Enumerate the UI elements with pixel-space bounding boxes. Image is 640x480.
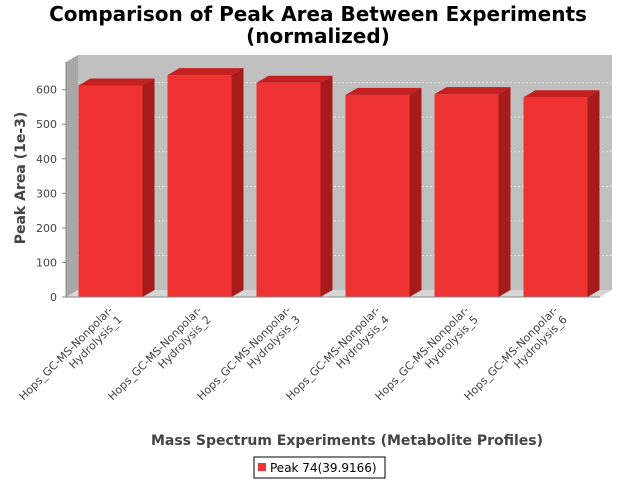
bar-top <box>434 87 511 95</box>
bar-front <box>434 94 499 297</box>
bar-front <box>78 85 143 297</box>
plot-back-wall <box>78 55 612 290</box>
bar <box>167 68 244 297</box>
bar-side <box>320 75 333 297</box>
legend-frame <box>253 456 386 479</box>
bar <box>523 90 600 297</box>
y-tick-label: 500 <box>36 118 57 131</box>
y-tick-label: 100 <box>36 256 57 269</box>
bar <box>345 87 422 298</box>
bar-side <box>498 87 511 297</box>
y-axis-title: Peak Area (1e-3) <box>13 112 29 245</box>
bar-side <box>231 68 244 297</box>
chart-title-line-1: Comparison of Peak Area Between Experime… <box>49 2 587 26</box>
chart-title-line-2: (normalized) <box>246 24 390 48</box>
bar <box>434 87 511 297</box>
bar-front <box>256 82 321 297</box>
bar-series <box>78 68 600 298</box>
bar-front <box>345 94 410 298</box>
legend-label: Peak 74(39.9166) <box>270 461 377 475</box>
bar-top <box>345 87 422 95</box>
y-tick-label: 600 <box>36 84 57 97</box>
x-axis: Hops_GC-MS-Nonpolar-Hydrolysis_1Hops_GC-… <box>17 296 600 403</box>
y-tick-label: 200 <box>36 222 57 235</box>
y-tick-label: 400 <box>36 153 57 166</box>
bar-front <box>523 97 588 297</box>
legend-swatch <box>258 463 266 471</box>
gridlines <box>78 82 612 256</box>
bar <box>256 75 333 297</box>
y-tick-label: 0 <box>50 291 57 304</box>
legend: Peak 74(39.9166) <box>253 456 386 479</box>
plot-side-wall <box>66 55 78 297</box>
bar-side <box>142 78 155 297</box>
chart-title: Comparison of Peak Area Between Experime… <box>49 2 587 48</box>
bar-front <box>167 75 232 297</box>
x-tick-label-line: Hops_GC-MS-Nonpolar- <box>17 304 116 403</box>
bar-top <box>523 90 600 98</box>
bar-side <box>409 87 422 298</box>
x-axis-title: Mass Spectrum Experiments (Metabolite Pr… <box>151 433 543 449</box>
y-axis: 0 100 200 300 400 500 600 <box>36 62 67 304</box>
bar-top <box>78 78 155 86</box>
bar-top <box>167 68 244 76</box>
y-tick-label: 300 <box>36 187 57 200</box>
bar <box>78 78 155 297</box>
bar-top <box>256 75 333 83</box>
bar-side <box>587 90 600 297</box>
